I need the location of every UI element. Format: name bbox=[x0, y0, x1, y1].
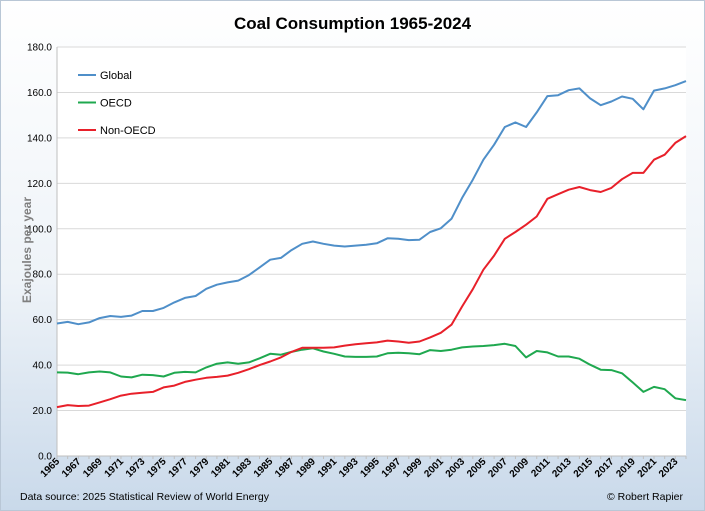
x-tick-label: 1985 bbox=[252, 456, 276, 480]
y-axis-label: Exajoules per year bbox=[20, 196, 34, 304]
x-tick-label: 2005 bbox=[465, 456, 489, 480]
legend-label: Non-OECD bbox=[100, 125, 156, 137]
x-tick-label: 2019 bbox=[614, 456, 638, 480]
y-tick-label: 0.0 bbox=[38, 452, 52, 463]
series-line-non-oecd bbox=[56, 135, 687, 409]
credit-note: © Robert Rapier bbox=[606, 491, 683, 503]
x-tick-label: 1987 bbox=[273, 456, 297, 480]
x-tick-label: 1977 bbox=[167, 456, 191, 480]
x-tick-label: 2011 bbox=[529, 456, 552, 479]
x-tick-label: 1995 bbox=[358, 456, 382, 480]
x-tick-label: 1969 bbox=[81, 456, 105, 480]
y-tick-label: 80.0 bbox=[33, 270, 53, 281]
legend-label: OECD bbox=[100, 98, 132, 110]
chart-title: Coal Consumption 1965-2024 bbox=[233, 14, 472, 33]
y-tick-label: 140.0 bbox=[27, 133, 52, 144]
x-tick-label: 1975 bbox=[145, 456, 169, 480]
data-source-note: Data source: 2025 Statistical Review of … bbox=[20, 491, 270, 503]
x-tick-label: 1979 bbox=[188, 456, 212, 480]
x-tick-label: 2009 bbox=[508, 456, 532, 480]
x-tick-label: 2015 bbox=[572, 456, 596, 480]
x-tick-label: 1971 bbox=[103, 456, 127, 480]
x-tick-label: 1999 bbox=[401, 456, 425, 480]
x-tick-label: 1981 bbox=[209, 456, 233, 480]
x-tick-label: 1991 bbox=[316, 456, 340, 480]
x-tick-label: 2001 bbox=[422, 456, 446, 480]
y-tick-label: 20.0 bbox=[33, 406, 53, 417]
x-tick-label: 2017 bbox=[593, 456, 617, 480]
x-tick-label: 2007 bbox=[486, 456, 510, 480]
x-tick-label: 2023 bbox=[657, 456, 681, 480]
x-tick-label: 1973 bbox=[124, 456, 148, 480]
x-tick-label: 2013 bbox=[550, 456, 574, 480]
x-tick-label: 1983 bbox=[231, 456, 255, 480]
y-tick-label: 120.0 bbox=[27, 179, 52, 190]
x-tick-label: 2021 bbox=[636, 456, 660, 480]
x-tick-label: 1997 bbox=[380, 456, 404, 480]
y-tick-label: 40.0 bbox=[33, 361, 53, 372]
y-tick-label: 160.0 bbox=[27, 88, 52, 99]
y-tick-label: 100.0 bbox=[27, 224, 52, 235]
x-tick-label: 1989 bbox=[294, 456, 318, 480]
series-line-oecd bbox=[56, 342, 687, 402]
plot-area bbox=[57, 47, 686, 456]
series-line-global bbox=[56, 80, 687, 326]
y-tick-label: 180.0 bbox=[27, 43, 52, 54]
x-tick-label: 1967 bbox=[60, 456, 84, 480]
y-tick-label: 60.0 bbox=[33, 315, 53, 326]
legend-label: Global bbox=[100, 70, 132, 82]
x-tick-label: 1993 bbox=[337, 456, 361, 480]
x-tick-label: 2003 bbox=[444, 456, 468, 480]
